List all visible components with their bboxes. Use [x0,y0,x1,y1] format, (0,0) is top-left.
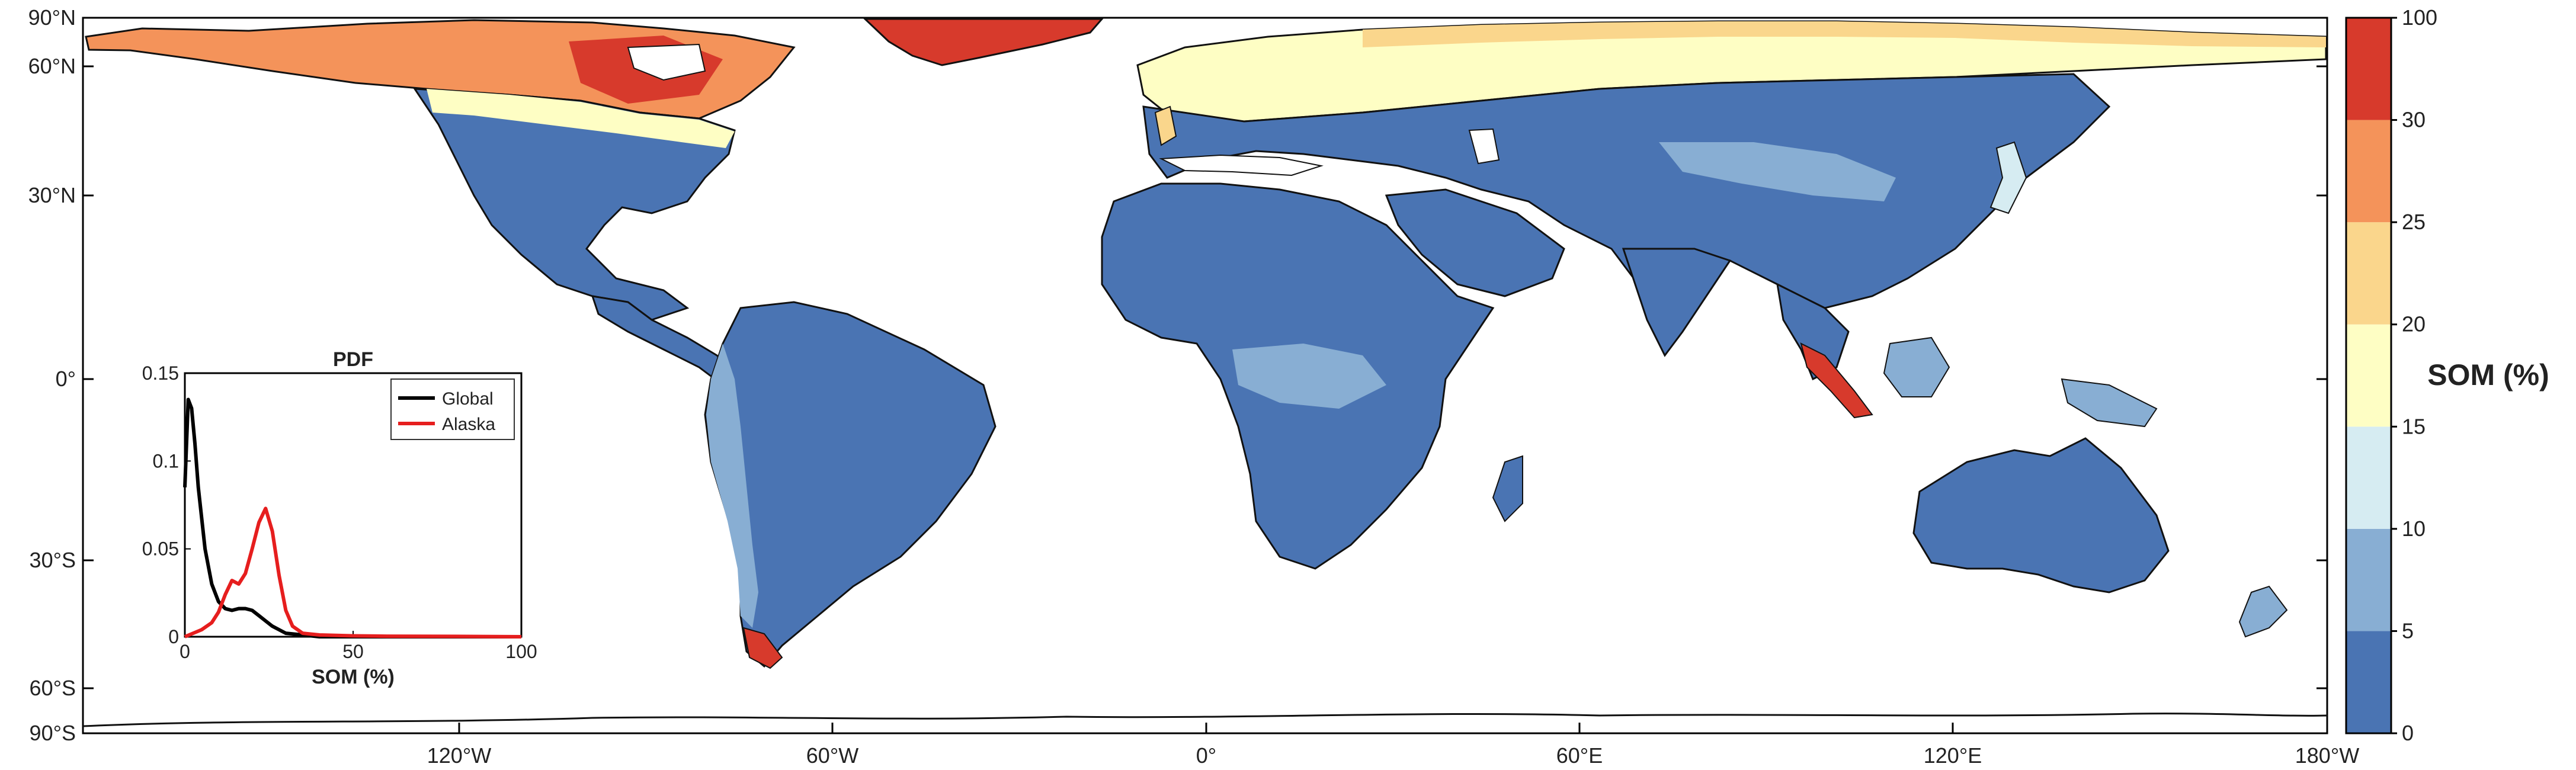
latitude-labels: 90°N 60°N 30°N 0° 30°S 60°S 90°S [28,5,76,745]
pdf-y-tick-label-1: 0.05 [142,538,179,560]
lon-label-0: 0° [1196,743,1216,768]
landmass-new-guinea [2061,378,2158,428]
colorbar-tick-label-4: 20 [2402,312,2426,336]
colorbar-tick-labels: 0 5 10 15 20 25 30 100 [2391,5,2437,745]
landmass-borneo [1883,336,1950,397]
landmass-india [1622,248,1732,357]
colorbar-tick-label-1: 5 [2402,618,2414,643]
colorbar-swatch-6 [2346,18,2391,120]
colorbar-swatch-4 [2346,222,2391,325]
landmass-sumatra [1800,342,1873,419]
pdf-y-tick-label-0: 0 [168,626,179,647]
colorbar-swatch-0 [2346,631,2391,733]
pdf-inset-x-ticks: 0 50 100 [180,631,537,662]
landmass-hudson-bay-water [627,43,706,81]
lat-label-60n: 60°N [28,54,76,78]
pdf-x-tick-label-1: 50 [342,641,364,662]
pdf-inset-legend: Global Alaska [390,378,515,440]
colorbar-swatches [2346,18,2391,733]
pdf-x-tick-label-0: 0 [180,641,190,662]
colorbar-tick-label-7: 100 [2402,5,2437,30]
pdf-inset-xlabel: SOM (%) [312,666,395,688]
pdf-inset-y-ticks: 0 0.05 0.1 0.15 [142,362,191,647]
lat-label-0: 0° [56,367,76,391]
pdf-y-tick-label-2: 0.1 [153,450,179,471]
lat-label-90n: 90°N [28,5,76,30]
pdf-y-tick-label-3: 0.15 [142,362,179,384]
landmass-australia [1912,437,2170,593]
landmass-tibet-band [1659,142,1896,201]
landmass-british-isles [1154,105,1177,146]
pdf-series-line-alaska [184,506,522,639]
landmass-siberia-warm [1363,21,2326,47]
lon-label-60e: 60°E [1556,743,1603,768]
colorbar: 0 5 10 15 20 25 30 100 SOM (%) [2345,5,2549,745]
pdf-inset: PDF SOM (%) 0 0.05 0.1 0.15 0 50 100 Global A… [142,348,537,688]
legend-label-global: Global [442,389,494,409]
landmass-south-america [704,301,997,668]
pdf-x-tick-label-2: 100 [505,641,537,662]
pdf-inset-title: PDF [333,348,373,371]
colorbar-tick-label-5: 25 [2402,210,2426,234]
landmass-new-zealand [2238,585,2288,638]
landmass-arabia [1385,188,1565,297]
lon-label-120e: 120°E [1924,743,1982,768]
lat-label-60s: 60°S [30,676,76,700]
lat-label-90s: 90°S [30,721,76,745]
lon-label-120w: 120°W [427,743,491,768]
water-caspian [1468,128,1500,165]
pdf-inset-series [183,397,522,639]
landmass-greenland [863,18,1104,66]
colorbar-title: SOM (%) [2427,358,2549,392]
colorbar-tick-label-3: 15 [2402,414,2426,438]
lat-label-30s: 30°S [30,548,76,572]
landmass-japan [1989,141,2027,214]
lon-label-180w: 180°W [2295,743,2359,768]
landmass-andes-band [706,344,758,628]
longitude-labels: 120°W 60°W 0° 60°E 120°E 180°W [427,743,2359,768]
axis-ticks [83,17,2328,734]
colorbar-swatch-5 [2346,120,2391,223]
colorbar-swatch-2 [2346,426,2391,529]
colorbar-tick-label-6: 30 [2402,108,2426,132]
water-mediterranean [1159,154,1324,177]
colorbar-tick-label-0: 0 [2402,721,2414,745]
colorbar-frame [2345,17,2392,734]
landmass-congo-band [1232,344,1386,409]
pdf-inset-legend-box [390,378,515,440]
landmass-north-america-boreal-band [427,89,735,148]
colorbar-swatch-3 [2346,324,2391,427]
landmass-patagonia-tip [742,627,783,669]
antarctica-coastline [82,713,2328,727]
colorbar-tick-label-2: 10 [2402,516,2426,541]
colorbar-swatch-1 [2346,528,2391,631]
landmass-north-america [413,88,736,321]
lat-label-30n: 30°N [28,183,76,207]
lon-label-60w: 60°W [806,743,858,768]
landmass-madagascar [1492,455,1523,522]
legend-label-alaska: Alaska [442,415,495,434]
